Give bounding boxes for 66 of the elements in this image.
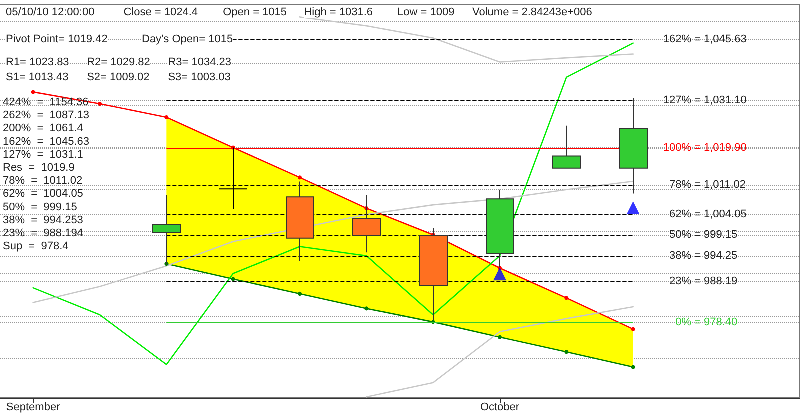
point <box>494 268 506 281</box>
annotation: R3= 1034.23 <box>168 56 232 68</box>
annotation: 200% = 1061.4 <box>3 122 84 135</box>
y-tick-label: 1,019.90 <box>704 142 747 154</box>
candlestick <box>286 181 314 262</box>
point <box>364 306 369 311</box>
annotation: R1= 1023.83 <box>6 56 70 68</box>
y-tick-label: 999.15 <box>704 229 738 242</box>
point <box>231 277 236 282</box>
annotation: Sup = 978.4 <box>3 240 69 253</box>
annotation: 0% = <box>676 316 701 329</box>
point <box>498 335 502 340</box>
annotation: 23% = 988.194 <box>3 228 84 240</box>
y-tick-label: 1,031.10 <box>704 94 747 107</box>
annotation: 162% = <box>663 33 701 46</box>
annotation: 162% = 1045.63 <box>3 136 90 148</box>
x-tick-label: September <box>6 402 61 413</box>
annotation: 50% = 999.15 <box>3 201 78 214</box>
point <box>298 176 302 180</box>
annotation: S2= 1009.02 <box>87 72 150 84</box>
annotation: Day's Open= 1015 <box>142 34 234 46</box>
point <box>631 365 636 370</box>
y-tick-label: 988.19 <box>704 275 738 288</box>
annotation: High = 1031.6 <box>304 6 374 18</box>
annotation: 23% = <box>670 275 701 288</box>
point <box>298 292 302 296</box>
annotation: 127% = <box>663 94 701 107</box>
annotation: Close = 1024.4 <box>124 6 198 18</box>
annotation: 100% = <box>663 142 701 154</box>
y-tick-label: 1,004.05 <box>704 208 747 221</box>
annotation: Volume = 2.84243e+006 <box>472 6 592 18</box>
y-tick-label: 1,045.63 <box>704 33 747 46</box>
annotation: 62% = 1004.05 <box>3 188 84 200</box>
x-tick-label: October <box>480 402 520 413</box>
annotation: 78% = <box>670 179 701 192</box>
point <box>564 296 569 300</box>
y-tick-label: 1,011.02 <box>704 179 746 192</box>
annotation: 38% = <box>670 250 701 262</box>
annotation: S1= 1013.43 <box>6 72 69 84</box>
annotation: S3= 1003.03 <box>168 72 231 84</box>
point <box>164 115 169 120</box>
annotation: Res = 1019.9 <box>3 162 75 174</box>
y-tick-label: 994.25 <box>704 250 738 262</box>
candlestick <box>619 98 648 194</box>
annotation: 424% = 1154.36 <box>3 96 89 108</box>
candlestick <box>352 194 381 254</box>
line-series <box>299 16 634 63</box>
y-tick-label: 978.40 <box>704 316 738 329</box>
annotation: Open = 1015 <box>223 6 288 18</box>
point <box>98 102 102 106</box>
annotation: 262% = 1087.13 <box>3 110 90 122</box>
point <box>564 350 569 354</box>
annotation: Low = 1009 <box>398 6 455 18</box>
annotation: 05/10/10 12:00:00 <box>6 6 95 18</box>
line-series <box>366 306 634 398</box>
candlestick <box>552 125 581 169</box>
point <box>626 202 640 215</box>
annotation: 38% = 994.253 <box>3 214 84 226</box>
point <box>31 90 36 94</box>
annotation: 78% = 1011.02 <box>3 175 83 188</box>
annotation: 62% = <box>670 208 701 221</box>
annotation: R2= 1029.82 <box>87 56 150 68</box>
point <box>631 327 636 332</box>
annotation: 127% = 1031.1 <box>3 148 84 161</box>
annotation: Pivot Point= 1019.42 <box>6 34 108 46</box>
annotation: 50% = <box>670 229 701 242</box>
